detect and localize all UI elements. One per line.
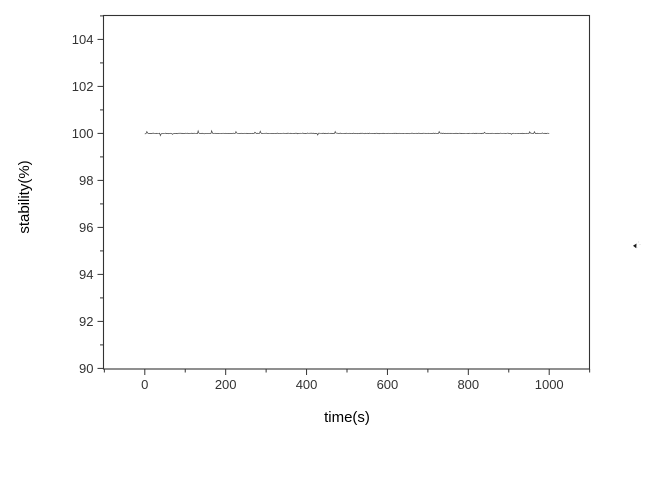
svg-text:400: 400	[296, 377, 318, 392]
svg-text:92: 92	[79, 314, 93, 329]
svg-text:time(s): time(s)	[324, 409, 370, 426]
svg-text:98: 98	[79, 173, 93, 188]
svg-text:200: 200	[215, 377, 237, 392]
svg-text:94: 94	[79, 267, 93, 282]
svg-text:0: 0	[141, 377, 148, 392]
svg-text:90: 90	[79, 361, 93, 376]
svg-text:1000: 1000	[535, 377, 564, 392]
svg-text:800: 800	[457, 377, 479, 392]
svg-text:100: 100	[72, 126, 94, 141]
svg-text:102: 102	[72, 79, 94, 94]
svg-text:stability(%): stability(%)	[16, 160, 33, 233]
svg-text:96: 96	[79, 220, 93, 235]
svg-text:104: 104	[72, 32, 94, 47]
svg-text:600: 600	[377, 377, 399, 392]
